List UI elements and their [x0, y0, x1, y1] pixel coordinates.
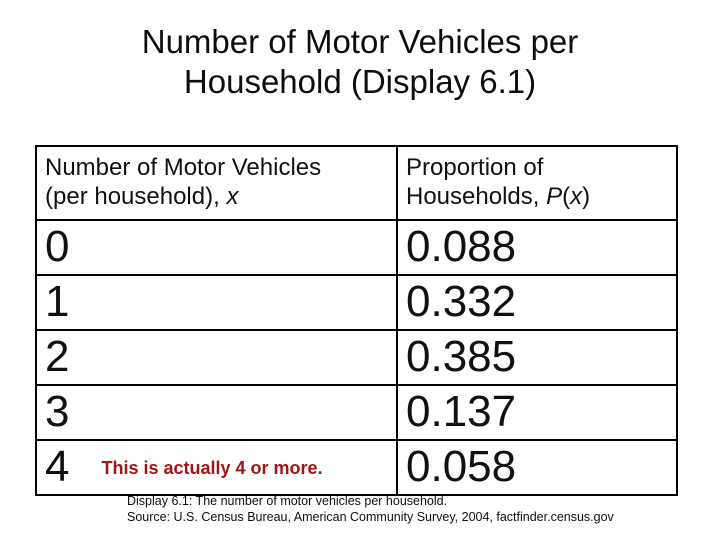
cell-x-content: 2: [45, 335, 396, 379]
cell-p-value: 0.137: [406, 387, 517, 437]
col-header-p-paren-open: (: [562, 182, 571, 210]
cell-x-value: 2: [45, 332, 70, 382]
caption-line1: Display 6.1: The number of motor vehicle…: [127, 494, 448, 508]
cell-p-value: 0.332: [406, 277, 517, 327]
cell-x-content: 3: [45, 390, 396, 434]
table-row: 2 0.385: [35, 328, 678, 386]
cell-x-content: 0: [45, 225, 396, 269]
table-row: 4 This is actually 4 or more. 0.058: [35, 438, 678, 496]
cell-x-content: 1: [45, 280, 396, 324]
col-header-p-line2: Households,: [406, 182, 547, 210]
table-row: 1 0.332: [35, 273, 678, 331]
cell-x-content: 4 This is actually 4 or more.: [45, 445, 396, 489]
slide-title-line2: Household (Display 6.1): [183, 63, 537, 101]
col-header-p: Proportion of Households, P(x): [396, 145, 678, 221]
cell-x: 4 This is actually 4 or more.: [35, 438, 398, 496]
cell-x-value: 4: [45, 442, 70, 492]
cell-x-value: 0: [45, 222, 70, 272]
cell-p: 0.137: [396, 383, 678, 441]
col-header-p-line1: Proportion of: [406, 154, 544, 181]
col-header-x-line2: (per household),: [45, 182, 227, 210]
cell-p-value: 0.385: [406, 332, 517, 382]
col-header-x-line1: Number of Motor Vehicles: [45, 154, 322, 181]
cell-p: 0.332: [396, 273, 678, 331]
row-note: This is actually 4 or more.: [101, 457, 323, 478]
table-row: 0 0.088: [35, 218, 678, 276]
table-caption: Display 6.1: The number of motor vehicle…: [127, 493, 614, 526]
probability-table: Number of Motor Vehicles (per household)…: [35, 145, 678, 496]
cell-p: 0.088: [396, 218, 678, 276]
cell-x: 0: [35, 218, 398, 276]
cell-x-value: 3: [45, 387, 70, 437]
col-header-p-variable: P: [546, 182, 563, 210]
table-row: 3 0.137: [35, 383, 678, 441]
cell-x: 3: [35, 383, 398, 441]
col-header-p-paren-close: ): [582, 182, 591, 210]
table-header-row: Number of Motor Vehicles (per household)…: [35, 145, 678, 221]
col-header-x-variable: x: [226, 182, 239, 210]
caption-line2: Source: U.S. Census Bureau, American Com…: [127, 510, 614, 525]
col-header-x: Number of Motor Vehicles (per household)…: [35, 145, 398, 221]
cell-x-value: 1: [45, 277, 70, 327]
cell-x: 1: [35, 273, 398, 331]
slide-title: Number of Motor Vehicles per Household (…: [0, 22, 720, 103]
cell-x: 2: [35, 328, 398, 386]
cell-p: 0.385: [396, 328, 678, 386]
cell-p-value: 0.058: [406, 442, 517, 492]
cell-p: 0.058: [396, 438, 678, 496]
cell-p-value: 0.088: [406, 222, 517, 272]
table-body: 0 0.088 1 0.332 2 0.385: [35, 218, 678, 496]
col-header-x-variable-2: x: [570, 182, 583, 210]
slide-title-line1: Number of Motor Vehicles per: [141, 23, 579, 60]
